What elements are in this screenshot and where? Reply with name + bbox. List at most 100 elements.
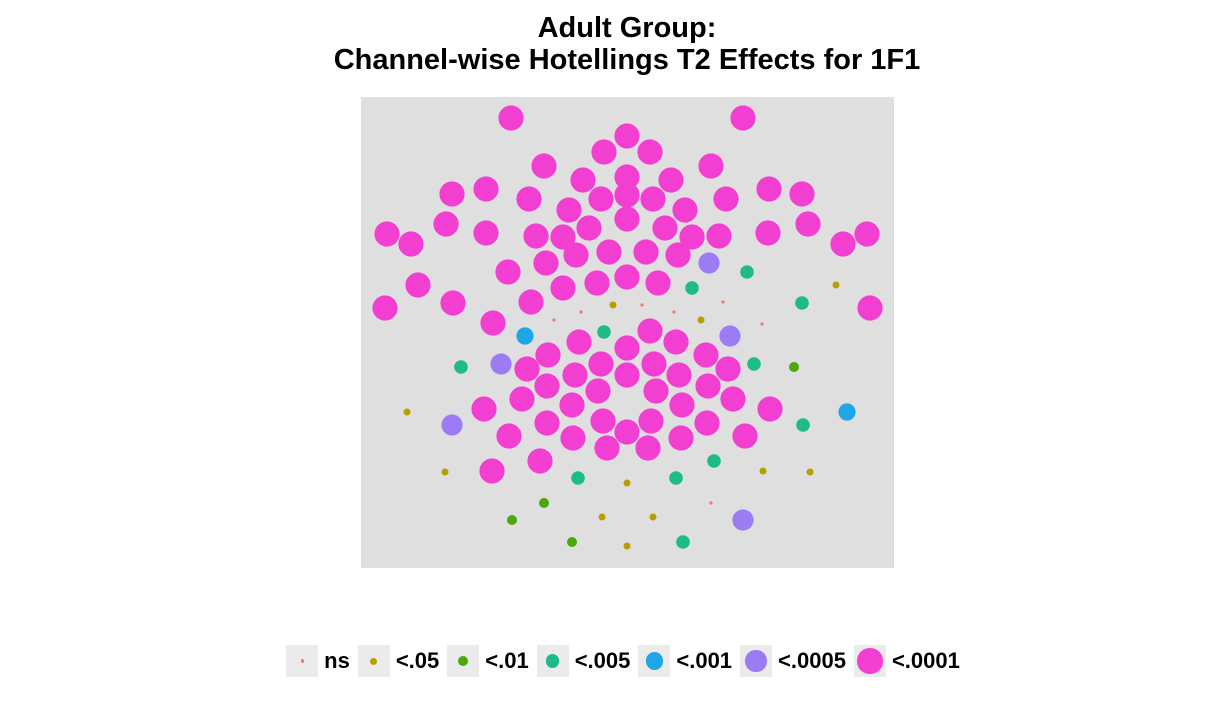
channel-point — [398, 231, 424, 257]
channel-point — [796, 418, 810, 432]
channel-point — [614, 335, 640, 361]
channel-point — [441, 414, 463, 436]
channel-point — [760, 322, 764, 326]
legend-label: <.005 — [574, 648, 631, 673]
channel-point — [694, 410, 720, 436]
channel-point — [552, 318, 556, 322]
channel-point — [405, 272, 431, 298]
channel-point — [498, 105, 524, 131]
channel-point — [440, 290, 466, 316]
channel-point — [640, 186, 666, 212]
legend-swatch — [300, 659, 304, 663]
channel-point — [518, 289, 544, 315]
channel-point — [403, 408, 411, 416]
channel-point — [614, 206, 640, 232]
channel-point — [709, 501, 713, 505]
channel-point — [623, 479, 631, 487]
channel-point — [480, 310, 506, 336]
channel-point — [454, 360, 468, 374]
channel-point — [747, 357, 761, 371]
channel-point — [698, 153, 724, 179]
legend-label: <.001 — [676, 648, 733, 673]
channel-point — [707, 454, 721, 468]
channel-point — [479, 458, 505, 484]
channel-point — [590, 408, 616, 434]
channel-point — [516, 327, 534, 345]
legend-key — [357, 645, 390, 677]
channel-point — [669, 471, 683, 485]
channel-point — [672, 197, 698, 223]
channel-point — [759, 467, 767, 475]
channel-point — [562, 362, 588, 388]
channel-point — [490, 353, 512, 375]
channel-point — [857, 295, 883, 321]
chart-title: Adult Group: — [537, 12, 717, 44]
channel-point — [614, 419, 640, 445]
channel-point — [533, 250, 559, 276]
channel-point — [806, 468, 814, 476]
channel-point — [730, 105, 756, 131]
channel-point — [598, 513, 606, 521]
channel-point — [441, 468, 449, 476]
channel-point — [514, 356, 540, 382]
channel-point — [637, 318, 663, 344]
channel-point — [559, 392, 585, 418]
legend-item: <.0001 — [853, 645, 960, 677]
channel-point — [372, 295, 398, 321]
channel-point — [838, 403, 856, 421]
channel-point — [471, 396, 497, 422]
legend-label: <.05 — [395, 648, 440, 673]
channel-point — [496, 423, 522, 449]
channel-point — [588, 351, 614, 377]
channel-point — [473, 176, 499, 202]
channel-point — [676, 535, 690, 549]
channel-point — [640, 303, 644, 307]
channel-point — [638, 408, 664, 434]
channel-point — [637, 139, 663, 165]
channel-point — [668, 425, 694, 451]
channel-point — [539, 498, 549, 508]
channel-point — [720, 386, 746, 412]
legend-item: <.01 — [447, 645, 529, 677]
legend-swatch — [458, 656, 469, 666]
channel-point — [756, 176, 782, 202]
points-layer — [372, 105, 883, 550]
channel-point — [713, 186, 739, 212]
channel-point — [645, 270, 671, 296]
channel-point — [830, 231, 856, 257]
channel-point — [596, 239, 622, 265]
legend-label: <.0005 — [778, 648, 846, 673]
channel-point — [614, 164, 640, 190]
channel-point — [666, 362, 692, 388]
channel-point — [740, 265, 754, 279]
channel-point — [685, 281, 699, 295]
channel-point — [695, 373, 721, 399]
channel-point — [854, 221, 880, 247]
legend-item: ns — [286, 645, 350, 677]
channel-point — [614, 362, 640, 388]
channel-point — [579, 310, 583, 314]
channel-point — [563, 242, 589, 268]
legend-swatch — [857, 648, 883, 674]
channel-point — [585, 378, 611, 404]
channel-point — [614, 264, 640, 290]
legend-item: <.05 — [357, 645, 440, 677]
channel-point — [665, 242, 691, 268]
channel-point — [649, 513, 657, 521]
legend-item: <.0005 — [740, 645, 846, 677]
legend-label: <.01 — [485, 648, 529, 673]
channel-point — [706, 223, 732, 249]
channel-point — [560, 425, 586, 451]
channel-point — [523, 223, 549, 249]
channel-point — [789, 181, 815, 207]
channel-point — [679, 224, 705, 250]
channel-point — [516, 186, 542, 212]
legend-key — [536, 645, 569, 677]
channel-point — [567, 537, 577, 547]
channel-point — [795, 296, 809, 310]
channel-point — [732, 509, 754, 531]
channel-point — [576, 215, 602, 241]
channel-point — [509, 386, 535, 412]
channel-point — [789, 362, 799, 372]
channel-point — [556, 197, 582, 223]
